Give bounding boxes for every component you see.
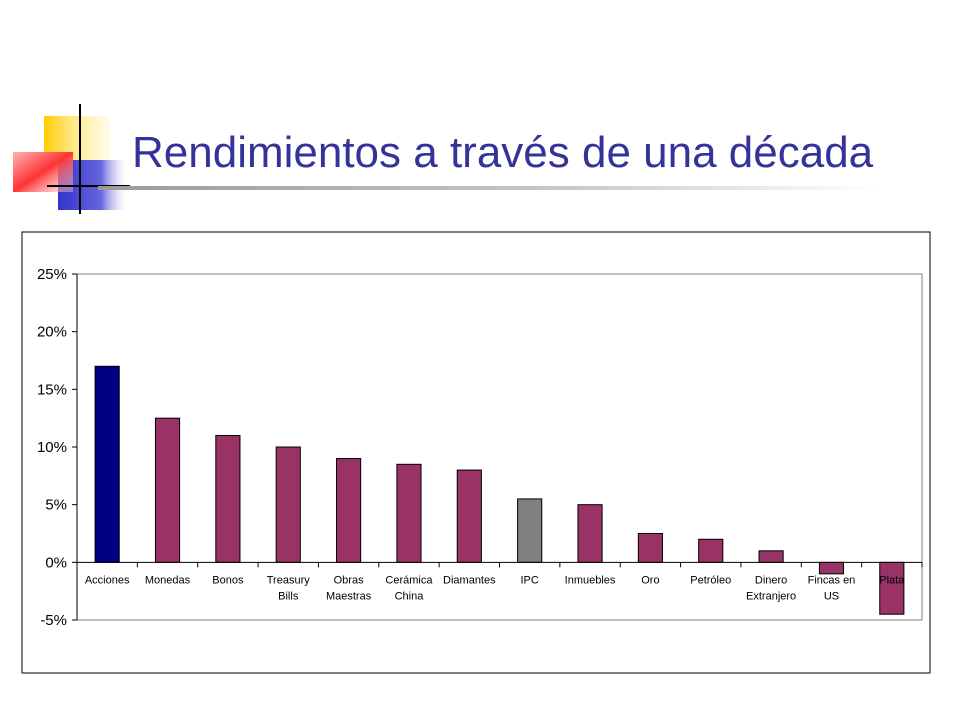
x-tick-label: Plata: [879, 574, 905, 586]
y-tick-label: 20%: [37, 324, 67, 341]
y-tick-label: -5%: [40, 612, 67, 629]
y-tick-label: 10%: [37, 439, 67, 456]
decorative-logo: [13, 104, 130, 214]
x-tick-label: Inmuebles: [565, 574, 616, 586]
bar: [94, 365, 120, 563]
x-tick-label: Diamantes: [443, 574, 496, 586]
x-tick-label: IPC: [521, 574, 539, 586]
x-tick-label: Acciones: [85, 574, 130, 586]
y-tick-label: 15%: [37, 381, 67, 398]
bar: [577, 504, 603, 563]
bar: [517, 498, 543, 563]
x-tick-label: Petróleo: [690, 574, 731, 586]
x-tick-label: Monedas: [145, 574, 191, 586]
x-axis-labels: Acciones Monedas Bonos Treasury Bills Obras Ma…: [76, 562, 923, 602]
bar: [215, 434, 241, 563]
y-tick-label: 5%: [45, 497, 67, 514]
bar: [275, 446, 301, 563]
bar: [637, 533, 663, 563]
x-tick-label: Obras: [334, 574, 364, 586]
x-tick-label: Bills: [278, 590, 299, 602]
bar: [154, 417, 181, 563]
y-tick-label: 25%: [37, 266, 67, 283]
x-tick-label: Bonos: [212, 574, 244, 586]
bar: [758, 550, 784, 563]
bar: [698, 538, 724, 563]
x-tick-label: Oro: [641, 574, 659, 586]
bar: [456, 469, 482, 563]
y-tick-label: 0%: [45, 554, 67, 571]
bar: [396, 463, 422, 563]
x-tick-label: Dinero: [755, 574, 787, 586]
y-axis: 25% 20% 15% 10% 5% 0% -5%: [37, 266, 78, 629]
slide-title: Rendimientos a través de una década: [132, 128, 874, 177]
x-tick-label: Fincas en: [808, 574, 856, 586]
bar: [879, 561, 905, 615]
title-underline: [98, 186, 878, 190]
x-tick-label: Extranjero: [746, 590, 796, 602]
x-tick-label: China: [395, 590, 425, 602]
bar: [336, 458, 362, 563]
x-tick-label: US: [824, 590, 839, 602]
bar: [818, 561, 845, 575]
x-tick-label: Treasury: [267, 574, 310, 586]
x-tick-label: Maestras: [326, 590, 372, 602]
x-tick-label: Cerámica: [385, 574, 433, 586]
bars-group: [94, 365, 905, 615]
